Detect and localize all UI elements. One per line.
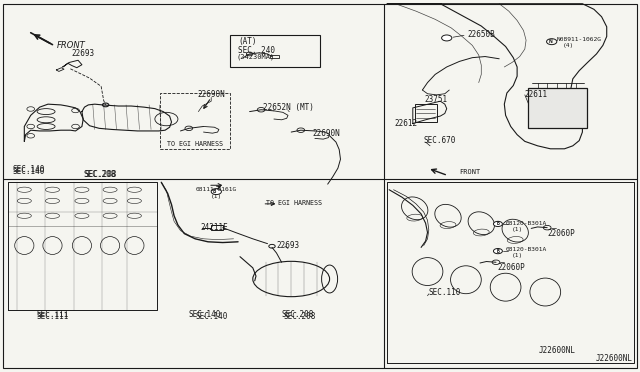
Text: (24230MA): (24230MA) (237, 53, 275, 60)
Bar (230, 35, 320, 67)
Text: 22060P: 22060P (498, 263, 525, 272)
Text: 22652N (MT): 22652N (MT) (262, 103, 314, 112)
Bar (211, 225, 223, 230)
Text: (1): (1) (512, 227, 524, 232)
Text: J22600NL: J22600NL (595, 355, 632, 363)
Text: SEC.208: SEC.208 (85, 170, 117, 179)
Text: 22690N: 22690N (197, 90, 225, 99)
Text: FRONT: FRONT (460, 169, 481, 175)
Text: N: N (548, 39, 552, 44)
Text: SEC.111: SEC.111 (36, 312, 68, 321)
Text: B: B (497, 248, 499, 254)
Circle shape (493, 248, 502, 254)
Text: B: B (212, 189, 216, 194)
Text: FRONT: FRONT (56, 41, 85, 50)
Text: 08111-0161G: 08111-0161G (196, 187, 237, 192)
Text: SEC.140: SEC.140 (195, 312, 227, 321)
Text: N08911-1062G: N08911-1062G (557, 36, 602, 42)
Text: SEC.140: SEC.140 (13, 167, 45, 176)
Text: 08120-B301A: 08120-B301A (506, 247, 547, 253)
Text: 08120-B301A: 08120-B301A (506, 221, 547, 227)
Text: (1): (1) (512, 253, 524, 259)
Text: SEC.140: SEC.140 (13, 165, 45, 174)
Text: (AT): (AT) (238, 37, 257, 46)
Text: SEC.208: SEC.208 (282, 310, 314, 319)
Text: SEC.670: SEC.670 (424, 136, 456, 145)
Circle shape (442, 35, 452, 41)
Text: 23751: 23751 (425, 95, 448, 104)
Text: TO EGI HARNESS: TO EGI HARNESS (167, 141, 223, 147)
Text: SEC.110: SEC.110 (429, 288, 461, 296)
Text: B: B (497, 221, 499, 227)
Text: 22612: 22612 (394, 119, 417, 128)
Text: 24211E: 24211E (200, 223, 228, 232)
Text: SEC.208: SEC.208 (284, 312, 316, 321)
Text: 22650B: 22650B (467, 30, 495, 39)
Text: 22611: 22611 (525, 90, 548, 99)
Text: 22690N: 22690N (312, 129, 340, 138)
Bar (160, 93, 230, 149)
Circle shape (493, 221, 502, 227)
Text: (4): (4) (563, 43, 575, 48)
Text: SEC.140: SEC.140 (189, 310, 221, 319)
Text: J22600NL: J22600NL (539, 346, 576, 355)
Text: SEC.208: SEC.208 (83, 170, 115, 179)
Bar (415, 104, 437, 122)
Text: (1): (1) (211, 194, 222, 199)
Bar (270, 55, 279, 58)
Text: SEC. 240: SEC. 240 (237, 46, 275, 55)
Text: TO EGI HARNESS: TO EGI HARNESS (266, 200, 323, 206)
Bar (528, 88, 587, 128)
Text: SEC.111: SEC.111 (36, 310, 68, 319)
Text: 22693: 22693 (276, 241, 300, 250)
Text: 22693: 22693 (72, 49, 95, 58)
Circle shape (211, 189, 221, 195)
Text: 22060P: 22060P (547, 229, 575, 238)
